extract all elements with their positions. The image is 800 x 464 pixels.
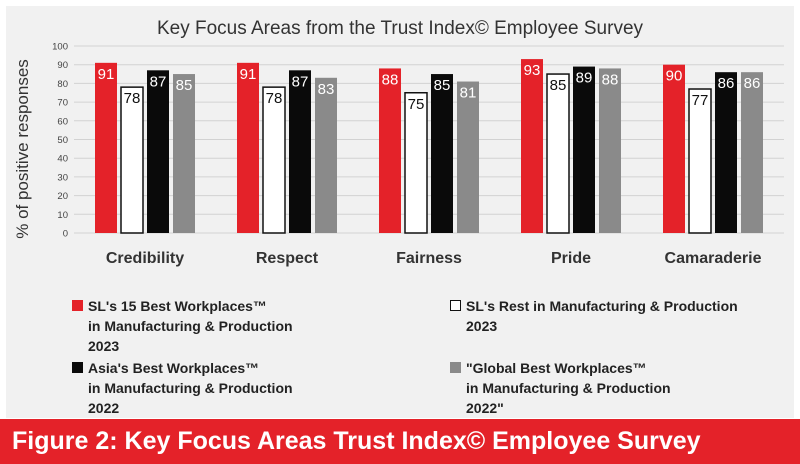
data-label: 88 [382,71,399,88]
bar [663,64,685,233]
y-tick-label: 80 [57,79,68,90]
y-tick-label: 30 [57,172,68,183]
bar [95,62,117,233]
y-tick-label: 70 [57,98,68,109]
legend-item-sl-best: SL's 15 Best Workplaces™ in Manufacturin… [72,296,293,356]
bar [573,66,595,233]
bar [315,77,337,233]
bar [715,72,737,234]
y-tick-label: 10 [57,210,68,221]
bar [379,68,401,233]
legend-swatch [450,362,461,373]
y-tick-labels: 0 10 20 30 40 50 60 70 80 90 100 [52,42,68,240]
data-label: 81 [460,85,477,102]
bar [431,74,453,233]
data-label: 89 [576,70,593,87]
legend-label: Asia's Best Workplaces™ in Manufacturing… [88,360,293,416]
legend-label: SL's Rest in Manufacturing & Production … [466,298,738,334]
legend-item-sl-rest: SL's Rest in Manufacturing & Production … [450,296,738,336]
y-tick-label: 100 [52,42,68,53]
data-label: 87 [292,73,309,90]
data-label: 88 [602,71,619,88]
bar [599,68,621,233]
y-tick-label: 0 [63,229,68,240]
bar [546,73,570,234]
legend-swatch [450,300,461,311]
figure-caption: Figure 2: Key Focus Areas Trust Index© E… [12,427,701,455]
bar [262,86,286,234]
chart-panel: Key Focus Areas from the Trust Index© Em… [6,6,794,418]
x-tick-label: Camaraderie [665,250,762,267]
y-tick-label: 90 [57,60,68,71]
data-label: 78 [124,90,141,107]
data-label: 86 [744,75,761,92]
bar-chart: Key Focus Areas from the Trust Index© Em… [13,18,784,267]
y-tick-label: 20 [57,191,68,202]
data-label: 91 [240,66,257,83]
x-tick-label: Credibility [106,250,184,267]
bar [173,74,195,233]
data-label: 86 [718,75,735,92]
bar [521,59,543,234]
data-label: 85 [550,77,567,94]
legend-swatch [72,300,83,311]
y-tick-label: 40 [57,154,68,165]
bar [404,92,428,234]
x-tick-label: Respect [256,250,319,267]
bar [237,62,259,233]
x-tick-labels: Credibility Respect Fairness Pride Camarader… [106,250,762,267]
legend-label: SL's 15 Best Workplaces™ in Manufacturin… [88,298,293,354]
x-tick-label: Fairness [396,250,462,267]
data-label: 93 [524,62,541,79]
y-tick-label: 60 [57,116,68,127]
bar [147,70,169,233]
data-label: 87 [150,73,167,90]
legend-label: "Global Best Workplaces™ in Manufacturin… [466,360,671,416]
data-label: 85 [176,77,193,94]
caption-bar: Figure 2: Key Focus Areas Trust Index© E… [0,419,800,464]
x-tick-label: Pride [551,250,591,267]
legend-swatch [72,362,83,373]
bars: 91 78 87 85 91 78 87 83 88 75 85 81 93 85 89 88 90 77 86 86 [95,59,763,234]
bar [688,88,712,234]
data-label: 75 [408,96,425,113]
bar [457,81,479,233]
data-label: 77 [692,92,709,109]
chart-title: Key Focus Areas from the Trust Index© Em… [157,18,644,39]
data-label: 91 [98,66,115,83]
bar [741,72,763,234]
legend-item-asia-best: Asia's Best Workplaces™ in Manufacturing… [72,358,293,418]
y-tick-label: 50 [57,135,68,146]
legend: SL's 15 Best Workplaces™ in Manufacturin… [6,290,794,418]
y-axis-label: % of positive responses [13,59,32,239]
data-label: 83 [318,81,335,98]
legend-item-global-best: "Global Best Workplaces™ in Manufacturin… [450,358,671,418]
bar [120,86,144,234]
bar [289,70,311,233]
data-label: 90 [666,68,683,85]
data-label: 85 [434,77,451,94]
data-label: 78 [266,90,283,107]
